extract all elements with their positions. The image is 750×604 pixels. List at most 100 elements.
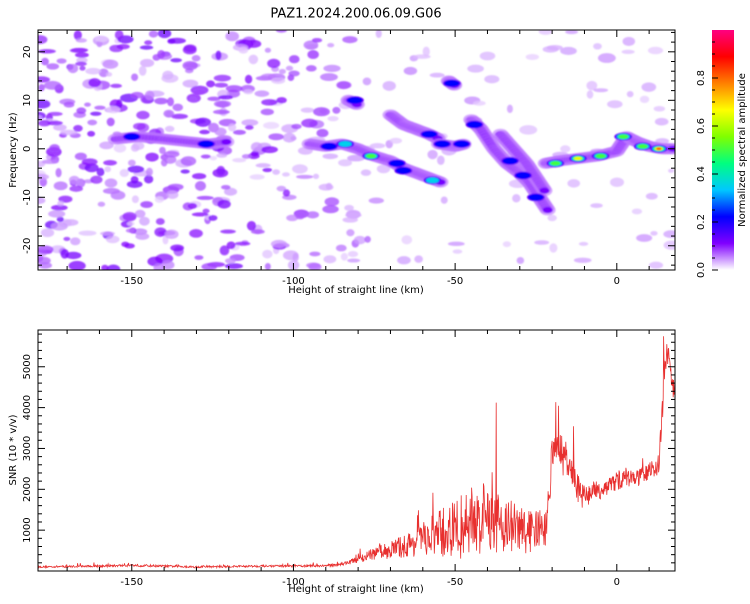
speckle: [50, 222, 68, 231]
speckle: [192, 173, 207, 180]
speckle: [250, 142, 263, 152]
speckle: [376, 164, 391, 174]
speckle: [436, 155, 445, 166]
speckle: [140, 58, 155, 68]
speckle: [645, 192, 658, 200]
speckle: [648, 261, 664, 269]
speckle: [194, 255, 204, 260]
speckle: [313, 107, 330, 117]
speckle: [131, 195, 139, 204]
spectrogram-x-tick-label: -100: [282, 276, 305, 287]
speckle: [262, 249, 273, 259]
speckle: [148, 30, 159, 38]
speckle: [322, 205, 339, 214]
speckle: [38, 173, 50, 181]
speckle: [362, 77, 372, 86]
speckle: [100, 231, 116, 236]
speckle: [189, 229, 203, 238]
speckle: [225, 85, 243, 93]
speckle: [312, 173, 320, 179]
speckle: [106, 117, 115, 127]
ridge-core: [542, 207, 553, 213]
speckle: [73, 30, 82, 41]
amplitude-peak: [365, 153, 377, 159]
speckle: [103, 159, 117, 166]
speckle: [663, 230, 675, 238]
speckle: [182, 45, 197, 55]
speckle: [38, 76, 51, 83]
speckle: [87, 130, 96, 137]
speckle: [60, 249, 69, 259]
speckle: [353, 235, 366, 245]
speckle: [270, 239, 288, 248]
speckle: [84, 163, 99, 173]
speckle: [88, 78, 101, 88]
snr-y-tick-label: 2000: [22, 477, 33, 502]
speckle: [249, 174, 265, 180]
speckle: [40, 228, 55, 238]
snr-x-tick-label: 0: [614, 577, 620, 588]
speckle: [144, 90, 155, 101]
speckle: [182, 60, 198, 71]
speckle: [48, 210, 66, 218]
speckle: [153, 263, 165, 270]
speckle: [63, 101, 75, 108]
speckle: [110, 83, 123, 89]
speckle: [126, 180, 143, 188]
speckle: [261, 146, 278, 154]
speckle: [560, 46, 577, 55]
speckle: [67, 63, 79, 74]
speckle: [85, 67, 102, 75]
speckle: [73, 124, 83, 132]
speckle: [125, 228, 136, 233]
speckle: [288, 55, 300, 64]
speckle: [225, 31, 240, 42]
speckle: [38, 120, 51, 127]
speckle: [263, 121, 280, 129]
speckle: [245, 125, 254, 130]
speckle: [38, 83, 45, 92]
speckle: [114, 30, 124, 40]
speckle: [538, 30, 553, 35]
speckle: [74, 52, 89, 58]
speckle: [340, 252, 348, 261]
speckle: [369, 143, 386, 149]
speckle: [157, 30, 172, 39]
speckle: [180, 156, 197, 166]
speckle: [218, 95, 233, 100]
speckle: [654, 117, 669, 126]
speckle: [191, 212, 209, 217]
speckle: [145, 152, 159, 162]
speckle: [247, 152, 260, 160]
speckle: [78, 230, 97, 236]
speckle: [154, 227, 167, 237]
speckle: [519, 125, 538, 135]
speckle: [306, 211, 320, 219]
speckle: [309, 251, 321, 257]
speckle: [46, 63, 60, 70]
speckle: [51, 204, 68, 211]
speckle: [63, 236, 71, 241]
speckle: [166, 190, 179, 200]
speckle: [76, 57, 88, 64]
speckle: [201, 262, 218, 270]
speckle: [631, 208, 643, 215]
speckle: [668, 168, 675, 173]
amplitude-peak: [338, 141, 352, 147]
snr-y-tick-label: 3000: [22, 436, 33, 461]
speckle: [224, 263, 243, 270]
speckle: [260, 108, 274, 116]
speckle: [217, 199, 231, 209]
speckle: [119, 169, 129, 178]
speckle: [221, 185, 231, 190]
spectrogram-frame: [37, 29, 676, 271]
speckle: [590, 203, 603, 208]
speckle: [182, 79, 199, 88]
speckle: [241, 154, 251, 159]
speckle: [163, 150, 180, 158]
speckle: [68, 260, 86, 270]
speckle: [38, 262, 53, 269]
speckle: [264, 262, 271, 270]
speckle: [547, 214, 557, 222]
